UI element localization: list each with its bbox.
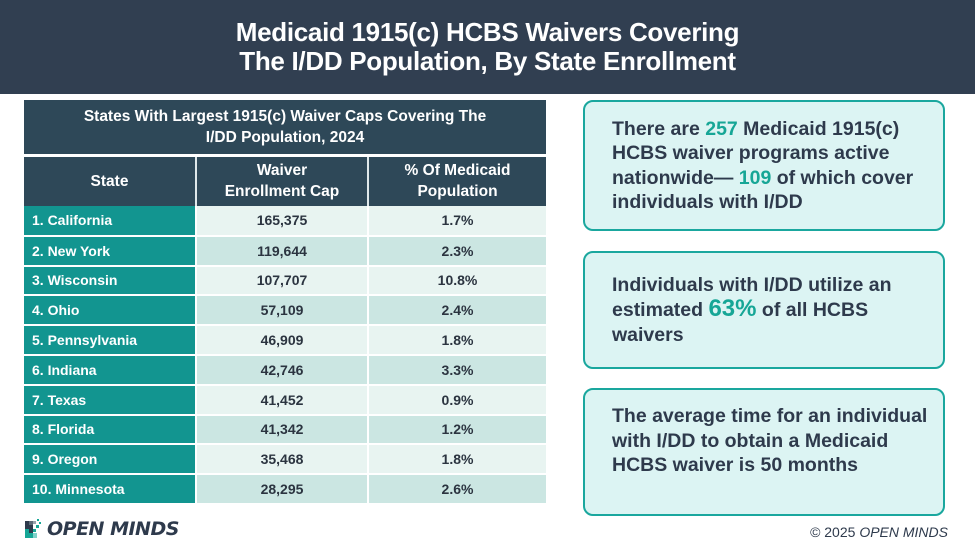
callout-text-segment: Individuals with I/DD utilize an estimat… — [612, 273, 892, 322]
medicaid-pct-cell: 1.7% — [368, 206, 547, 237]
medicaid-pct-cell: 2.4% — [368, 295, 547, 327]
medicaid-pct-cell: 0.9% — [368, 384, 547, 416]
column-header-enrollment-cap: Waiver Enrollment Cap — [196, 155, 369, 206]
medicaid-pct-cell: 1.8% — [368, 325, 547, 356]
callout-wait-time: The average time for an individual with … — [583, 388, 945, 516]
state-cell: 4. Ohio — [24, 295, 197, 327]
logo-text: OPEN MINDS — [47, 518, 179, 540]
callout-text-segment: There are — [612, 117, 706, 140]
copyright-notice: © 2025 OPEN MINDS — [810, 524, 948, 540]
callout-text: There are 257 Medicaid 1915(c) HCBS waiv… — [612, 117, 943, 215]
column-header-label: Population — [417, 183, 498, 201]
medicaid-pct-cell: 3.3% — [368, 354, 547, 386]
enrollment-cap-cell: 42,746 — [196, 354, 369, 386]
medicaid-pct-cell: 1.2% — [368, 414, 547, 446]
callout-text-segment: of all HCBS waivers — [612, 299, 869, 346]
table-row: 2. New York 119,644 2.3% — [24, 235, 547, 267]
medicaid-pct-cell: 1.8% — [368, 444, 547, 476]
state-cell: 10. Minnesota — [24, 474, 197, 505]
table-caption-line2: I/DD Population, 2024 — [205, 128, 365, 146]
enrollment-cap-cell: 57,109 — [196, 295, 369, 327]
medicaid-pct-cell: 2.3% — [368, 235, 547, 267]
table-row: 3. Wisconsin 107,707 10.8% — [24, 265, 547, 297]
callout-text-segment: of which cover individuals with I/DD — [612, 166, 914, 214]
table-row: 5. Pennsylvania 46,909 1.8% — [24, 325, 547, 356]
table-row: 9. Oregon 35,468 1.8% — [24, 444, 547, 476]
column-header-label: Waiver — [256, 162, 308, 180]
enrollment-cap-cell: 165,375 — [196, 206, 369, 237]
open-minds-pixel-logo-icon — [25, 519, 45, 539]
column-header-medicaid-pct: % Of Medicaid Population — [368, 155, 547, 206]
enrollment-cap-cell: 35,468 — [196, 444, 369, 476]
enrollment-cap-cell: 41,452 — [196, 384, 369, 416]
waiver-caps-table: States With Largest 1915(c) Waiver Caps … — [24, 100, 547, 505]
page-title-line1: Medicaid 1915(c) HCBS Waivers Covering — [235, 17, 740, 47]
table-caption-line1: States With Largest 1915(c) Waiver Caps … — [83, 107, 487, 125]
state-cell: 1. California — [24, 206, 197, 237]
table-row: 7. Texas 41,452 0.9% — [24, 384, 547, 416]
table-caption: States With Largest 1915(c) Waiver Caps … — [24, 100, 547, 157]
table-row: 4. Ohio 57,109 2.4% — [24, 295, 547, 327]
open-minds-logo: OPEN MINDS — [25, 518, 179, 540]
highlight-total-programs: 257 — [705, 117, 738, 140]
enrollment-cap-cell: 46,909 — [196, 325, 369, 356]
state-cell: 6. Indiana — [24, 354, 197, 386]
column-header-state: State — [24, 155, 197, 206]
callout-waiver-programs: There are 257 Medicaid 1915(c) HCBS waiv… — [583, 100, 945, 231]
page-title-line2: The I/DD Population, By State Enrollment — [239, 46, 736, 76]
state-cell: 9. Oregon — [24, 444, 197, 476]
table-row: 10. Minnesota 28,295 2.6% — [24, 474, 547, 505]
state-cell: 2. New York — [24, 235, 197, 267]
callout-text: The average time for an individual with … — [612, 405, 928, 476]
title-banner: Medicaid 1915(c) HCBS Waivers Covering T… — [0, 0, 975, 94]
column-header-label: % Of Medicaid — [404, 162, 511, 180]
column-header-label: State — [90, 172, 129, 190]
table-row: 1. California 165,375 1.7% — [24, 206, 547, 237]
state-cell: 8. Florida — [24, 414, 197, 446]
callout-utilization: Individuals with I/DD utilize an estimat… — [583, 251, 945, 369]
highlight-utilization-pct: 63% — [708, 295, 757, 323]
copyright-prefix: © 2025 — [810, 524, 860, 540]
enrollment-cap-cell: 119,644 — [196, 235, 369, 267]
enrollment-cap-cell: 28,295 — [196, 474, 369, 505]
waiver-caps-table-container: States With Largest 1915(c) Waiver Caps … — [24, 100, 547, 505]
highlight-idd-programs: 109 — [738, 166, 772, 189]
table-row: 8. Florida 41,342 1.2% — [24, 414, 547, 446]
column-header-label: Enrollment Cap — [224, 183, 340, 201]
callout-text: Individuals with I/DD utilize an estimat… — [612, 273, 943, 348]
table-row: 6. Indiana 42,746 3.3% — [24, 354, 547, 386]
callout-text-segment: Medicaid 1915(c) HCBS waiver programs ac… — [612, 117, 900, 189]
medicaid-pct-cell: 10.8% — [368, 265, 547, 297]
copyright-brand: OPEN MINDS — [859, 524, 948, 540]
medicaid-pct-cell: 2.6% — [368, 474, 547, 505]
state-cell: 3. Wisconsin — [24, 265, 197, 297]
enrollment-cap-cell: 41,342 — [196, 414, 369, 446]
state-cell: 5. Pennsylvania — [24, 325, 197, 356]
state-cell: 7. Texas — [24, 384, 197, 416]
enrollment-cap-cell: 107,707 — [196, 265, 369, 297]
